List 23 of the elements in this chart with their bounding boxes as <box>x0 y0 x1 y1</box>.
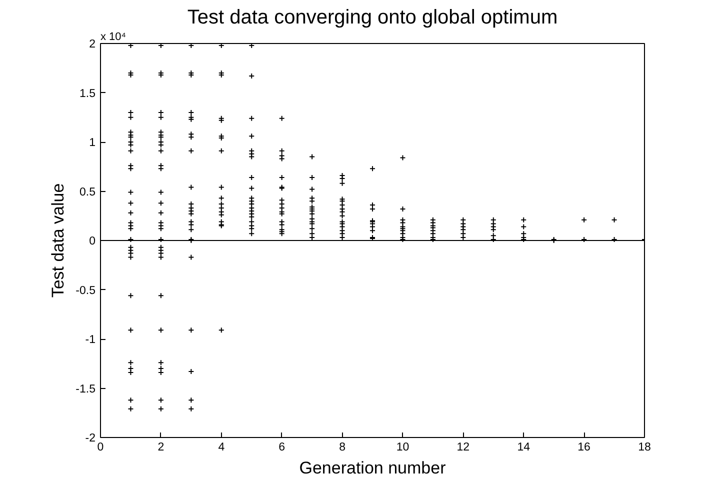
y-axis-title: Test data value <box>48 183 68 298</box>
y-tick-label: -0.5 <box>76 284 96 297</box>
x-tick-label: 2 <box>158 442 164 454</box>
x-tick-label: 4 <box>218 442 226 454</box>
x-tick-label: 8 <box>339 442 346 454</box>
x-tick-label: 12 <box>456 442 470 454</box>
y-tick-label: 1 <box>89 137 96 149</box>
x-tick-label: 6 <box>278 442 286 454</box>
y-tick-label: 0 <box>89 236 96 248</box>
y-tick-label: 0.5 <box>80 186 96 198</box>
y-tick-label: 1.5 <box>80 88 96 100</box>
x-tick-label: 10 <box>396 442 410 454</box>
x-tick-label: 16 <box>578 442 590 454</box>
text: x 10⁴ <box>100 31 126 43</box>
y-tick-label: 2 <box>89 38 96 50</box>
y-tick-label: -1 <box>85 334 96 346</box>
chart-title: Test data converging onto global optimum <box>187 6 558 28</box>
y-tick-label: -2 <box>85 432 96 444</box>
x-tick-label: 18 <box>638 442 651 454</box>
x-axis-title: Generation number <box>299 458 446 478</box>
x-tick-label: 14 <box>517 442 531 454</box>
x-tick-label: 0 <box>97 442 104 454</box>
y-tick-label: -1.5 <box>76 383 96 396</box>
